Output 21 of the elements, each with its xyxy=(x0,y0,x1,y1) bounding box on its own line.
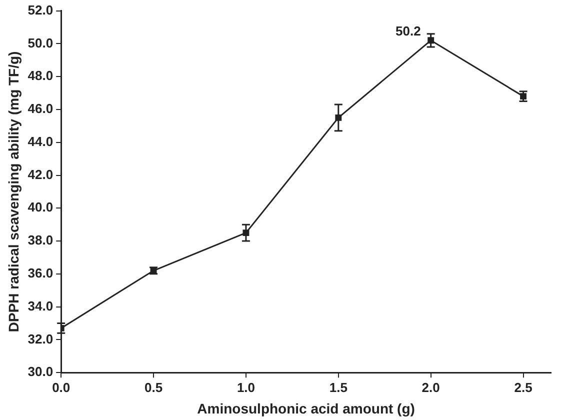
x-axis-title: Aminosulphonic acid amount (g) xyxy=(197,400,415,416)
y-tick-label: 46.0 xyxy=(28,101,54,116)
y-tick-label: 34.0 xyxy=(28,298,54,314)
x-tick-label: 1.0 xyxy=(236,380,256,395)
y-tick-label: 44.0 xyxy=(28,134,54,149)
x-tick-label: 0.5 xyxy=(144,380,163,395)
y-tick-label: 32.0 xyxy=(28,331,54,346)
annotation: 50.2 xyxy=(396,23,421,38)
y-tick-label: 50.0 xyxy=(28,35,54,50)
y-tick-label: 36.0 xyxy=(28,266,54,281)
y-tick-label: 30.0 xyxy=(28,364,54,380)
x-tick-label: 2.5 xyxy=(514,380,532,395)
y-tick-label: 42.0 xyxy=(28,166,54,182)
x-tick-label: 0.0 xyxy=(52,380,70,395)
x-tick-label: 1.5 xyxy=(329,380,348,395)
y-tick-label: 52.0 xyxy=(28,2,54,18)
y-tick-label: 40.0 xyxy=(28,200,54,215)
x-tick-label: 2.0 xyxy=(422,380,440,395)
y-axis-title: DPPH radical scavenging ability (mg TF/g) xyxy=(5,51,22,332)
y-tick-label: 38.0 xyxy=(28,232,54,248)
y-tick-label: 48.0 xyxy=(28,68,54,84)
